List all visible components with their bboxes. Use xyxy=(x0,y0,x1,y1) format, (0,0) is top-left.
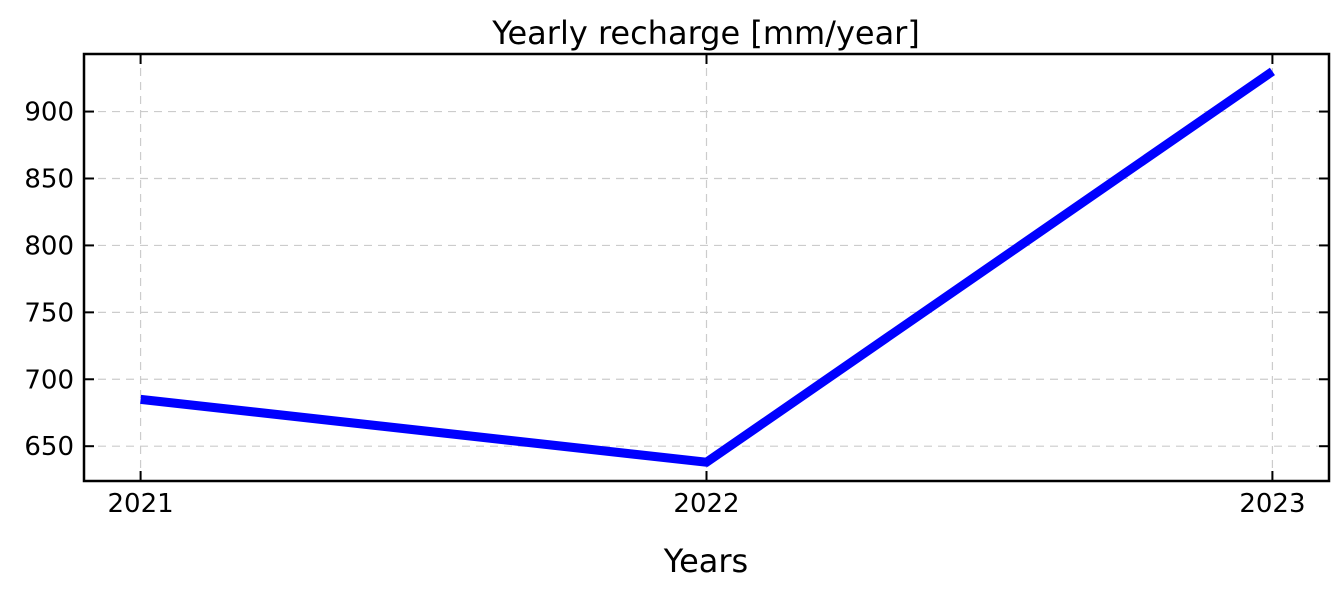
x-tick-label: 2021 xyxy=(108,489,174,519)
ticks xyxy=(84,54,1329,481)
series-layer xyxy=(140,67,1275,467)
y-tick-label: 750 xyxy=(24,298,74,328)
x-axis-label: Years xyxy=(663,542,748,580)
y-tick-label: 800 xyxy=(24,231,74,261)
chart-title: Yearly recharge [mm/year] xyxy=(491,14,920,52)
y-tick-label: 850 xyxy=(24,164,74,194)
x-tick-label: 2022 xyxy=(673,489,739,519)
plot-frame xyxy=(82,52,1331,483)
y-tick-label: 700 xyxy=(24,365,74,395)
x-tick-label: 2023 xyxy=(1239,489,1305,519)
y-tick-label: 650 xyxy=(24,432,74,462)
y-tick-label: 900 xyxy=(24,98,74,128)
tick-labels: 2021 2022 2023 650 700 750 800 850 900 xyxy=(24,98,1305,519)
